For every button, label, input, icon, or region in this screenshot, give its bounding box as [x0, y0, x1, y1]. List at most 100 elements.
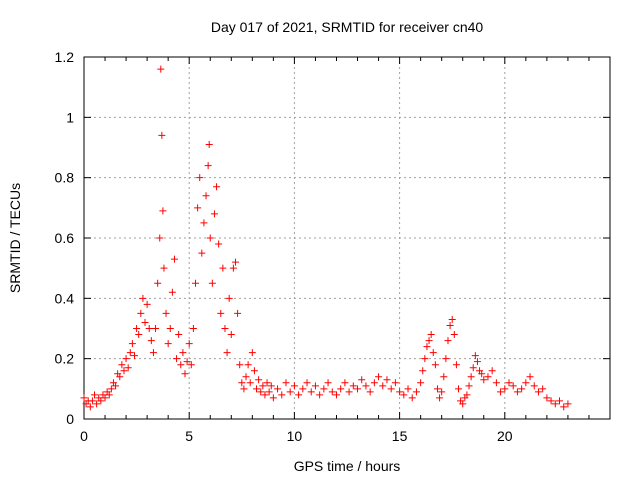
data-point — [286, 388, 294, 396]
data-point — [139, 294, 147, 302]
data-point — [505, 379, 513, 387]
data-point — [522, 379, 530, 387]
data-point — [231, 258, 239, 266]
data-point — [152, 325, 160, 332]
data-point — [425, 337, 433, 345]
data-point — [105, 391, 113, 399]
data-point — [349, 382, 357, 390]
data-point — [311, 382, 319, 390]
data-point — [157, 65, 165, 73]
data-point — [158, 131, 166, 139]
data-point — [246, 379, 254, 387]
data-point — [170, 255, 178, 263]
data-point — [467, 373, 475, 381]
data-point — [217, 309, 225, 317]
data-point — [164, 340, 172, 348]
x-tick-label: 5 — [185, 428, 193, 444]
data-point — [299, 385, 307, 393]
data-point — [337, 385, 345, 393]
data-point — [530, 382, 538, 390]
data-point — [196, 174, 204, 182]
data-point — [93, 400, 101, 408]
data-point — [362, 382, 370, 390]
data-point — [324, 379, 332, 387]
data-point — [162, 309, 170, 317]
x-tick-label: 10 — [287, 428, 303, 444]
data-point — [120, 367, 128, 375]
data-point — [387, 385, 395, 393]
data-point — [497, 388, 505, 396]
data-point — [202, 192, 210, 200]
data-point — [513, 388, 521, 396]
data-points — [80, 65, 572, 411]
data-point — [452, 361, 460, 369]
data-point — [383, 376, 391, 384]
data-point — [88, 397, 96, 405]
data-point — [97, 397, 105, 405]
data-point — [543, 394, 551, 402]
data-point — [91, 391, 99, 399]
data-point — [219, 264, 227, 272]
data-point — [307, 388, 315, 396]
data-point — [440, 373, 448, 381]
data-point — [177, 361, 185, 369]
data-point — [149, 349, 157, 357]
x-tick-label: 20 — [497, 428, 513, 444]
data-point — [539, 385, 547, 393]
data-point — [187, 361, 195, 369]
chart-title: Day 017 of 2021, SRMTID for receiver cn4… — [211, 19, 484, 35]
data-point — [229, 264, 237, 272]
data-point — [236, 361, 244, 369]
data-point — [370, 379, 378, 387]
data-point — [86, 403, 94, 411]
data-point — [215, 240, 223, 248]
data-point — [354, 385, 362, 393]
data-point — [257, 388, 265, 396]
data-point — [547, 397, 555, 405]
data-point — [267, 382, 275, 390]
data-point — [265, 388, 273, 396]
data-point — [143, 300, 151, 308]
data-point — [200, 219, 208, 227]
data-point — [448, 315, 456, 323]
x-tick-label: 0 — [80, 428, 88, 444]
data-point — [274, 385, 282, 393]
data-point — [534, 388, 542, 396]
data-point — [438, 388, 446, 396]
data-point — [421, 355, 429, 363]
data-point — [328, 388, 336, 396]
y-tick-label: 0 — [66, 411, 74, 427]
x-axis-label: GPS time / hours — [294, 458, 401, 474]
data-point — [141, 318, 149, 326]
data-point — [173, 355, 181, 363]
data-point — [556, 397, 564, 405]
data-point — [112, 382, 120, 390]
data-point — [423, 343, 431, 351]
y-tick-label: 1.2 — [55, 49, 75, 65]
y-tick-label: 0.4 — [55, 290, 75, 306]
tick-labels: 0 5 10 15 20 0 0.2 0.4 0.6 0.8 1 1.2 — [55, 49, 513, 444]
grid-lines — [84, 57, 610, 419]
data-point — [206, 234, 214, 242]
data-point — [396, 388, 404, 396]
data-point — [444, 337, 452, 345]
data-point — [417, 379, 425, 387]
data-point — [128, 340, 136, 348]
data-point — [341, 379, 349, 387]
y-tick-label: 0.2 — [55, 351, 75, 367]
data-point — [471, 352, 479, 360]
data-point — [501, 385, 509, 393]
data-point — [250, 367, 258, 375]
data-point — [259, 382, 267, 390]
data-point — [518, 385, 526, 393]
data-point — [320, 385, 328, 393]
data-point — [194, 204, 202, 212]
data-point — [290, 382, 298, 390]
data-point — [156, 234, 164, 242]
data-point — [442, 355, 450, 363]
y-tick-label: 1 — [66, 109, 74, 125]
data-point — [240, 385, 248, 393]
data-point — [133, 325, 141, 332]
